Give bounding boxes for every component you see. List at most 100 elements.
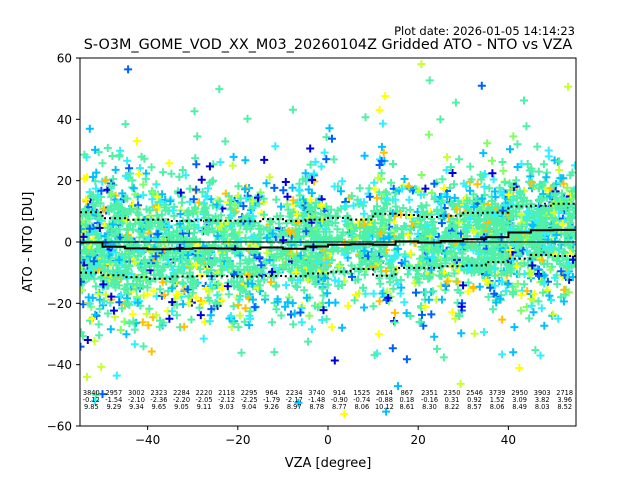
scatter-point — [213, 291, 222, 300]
scatter-point — [236, 273, 245, 282]
scatter-point — [306, 223, 315, 232]
scatter-point — [193, 253, 202, 262]
scatter-point — [221, 137, 230, 146]
scatter-point — [255, 253, 264, 262]
scatter-point — [112, 225, 121, 234]
scatter-point — [191, 154, 200, 163]
scatter-point — [216, 158, 225, 167]
scatter-point — [261, 291, 270, 300]
scatter-point — [272, 195, 281, 204]
bin-stddev-label: 8.78 — [309, 403, 324, 411]
scatter-point — [153, 266, 162, 275]
scatter-point — [95, 224, 104, 232]
scatter-point — [230, 201, 239, 210]
scatter-point — [229, 152, 238, 161]
scatter-point — [139, 180, 148, 189]
x-tick-label: −20 — [225, 433, 250, 447]
scatter-point — [184, 292, 193, 301]
scatter-point — [329, 269, 338, 278]
scatter-point — [189, 209, 197, 218]
scatter-point — [288, 299, 297, 308]
scatter-point — [195, 303, 204, 312]
y-tick-label: −40 — [47, 358, 72, 372]
scatter-point — [283, 192, 292, 201]
scatter-point — [199, 334, 208, 343]
scatter-point — [306, 257, 315, 265]
scatter-point — [165, 314, 174, 323]
scatter-point — [228, 161, 237, 170]
scatter-point — [277, 202, 286, 211]
scatter-point — [207, 224, 216, 233]
scatter-point — [123, 156, 132, 165]
scatter-point — [90, 337, 99, 346]
scatter-point — [141, 258, 149, 267]
scatter-point — [80, 285, 86, 294]
scatter-point — [288, 183, 297, 192]
scatter-point — [97, 362, 106, 371]
scatter-point — [103, 281, 112, 290]
scatter-point — [151, 252, 160, 261]
scatter-point — [234, 301, 243, 310]
scatter-point — [260, 275, 269, 284]
scatter-point — [292, 268, 301, 277]
scatter-point — [84, 293, 93, 302]
scatter-point — [169, 265, 178, 274]
scatter-point — [304, 275, 313, 284]
scatter-point — [157, 220, 165, 228]
scatter-point — [273, 297, 282, 306]
scatter-point — [103, 144, 112, 152]
scatter-point — [234, 265, 243, 274]
scatter-point — [248, 295, 257, 304]
scatter-point — [304, 337, 313, 346]
scatter-point — [299, 232, 308, 241]
scatter-point — [176, 188, 185, 197]
scatter-point — [196, 311, 205, 320]
scatter-point — [80, 150, 89, 159]
scatter-point — [138, 221, 147, 230]
scatter-point — [288, 105, 297, 114]
scatter-point — [135, 170, 143, 178]
scatter-point — [91, 310, 100, 319]
scatter-point — [88, 314, 96, 323]
scatter-point — [85, 124, 94, 133]
scatter-point — [320, 274, 329, 283]
scatter-point — [94, 320, 103, 329]
scatter-point — [183, 285, 192, 294]
scatter-point — [197, 175, 206, 184]
scatter-point — [193, 215, 202, 224]
scatter-point — [271, 142, 280, 151]
scatter-point — [308, 325, 316, 334]
scatter-point — [122, 298, 131, 307]
scatter-point — [125, 164, 134, 173]
scatter-point — [311, 157, 320, 166]
scatter-point — [236, 259, 245, 268]
scatter-point — [156, 316, 164, 325]
scatter-point — [170, 211, 179, 220]
scatter-point — [168, 284, 177, 293]
bin-stddev-label: 9.29 — [106, 403, 121, 411]
scatter-point — [95, 331, 104, 340]
scatter-point — [209, 176, 218, 185]
scatter-point — [109, 220, 117, 229]
scatter-point — [168, 206, 177, 215]
scatter-point — [121, 120, 130, 129]
scatter-point — [229, 302, 238, 311]
scatter-point — [259, 194, 268, 203]
scatter-point — [246, 307, 255, 316]
scatter-point — [95, 295, 104, 304]
scatter-point — [94, 234, 103, 242]
bin-stddev-label: 9.05 — [174, 403, 189, 411]
scatter-point — [180, 322, 189, 331]
scatter-point — [107, 204, 116, 213]
scatter-point — [122, 231, 131, 240]
scatter-point — [248, 197, 257, 206]
scatter-point — [266, 278, 275, 287]
scatter-point — [260, 155, 269, 164]
scatter-point — [281, 178, 290, 186]
scatter-point — [115, 281, 124, 290]
scatter-point — [168, 307, 177, 316]
scatter-point — [122, 330, 131, 339]
y-tick-label: 0 — [64, 236, 72, 250]
scatter-point — [235, 311, 244, 320]
scatter-point — [275, 219, 284, 228]
